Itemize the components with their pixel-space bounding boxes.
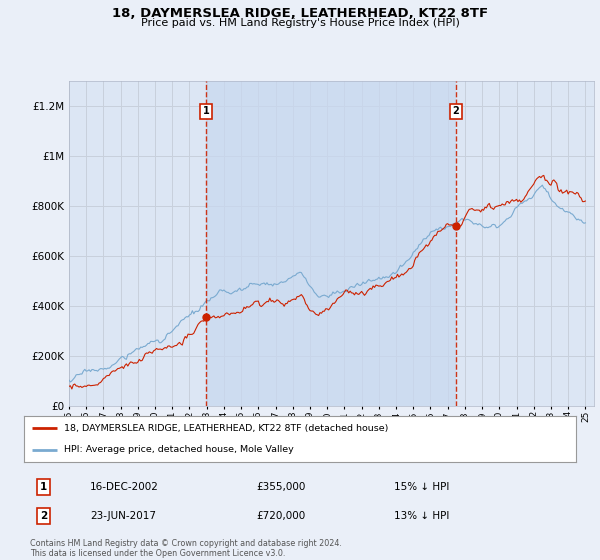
Text: 2: 2 (40, 511, 47, 521)
Bar (206, 81, 456, 406)
Text: Contains HM Land Registry data © Crown copyright and database right 2024.
This d: Contains HM Land Registry data © Crown c… (30, 539, 342, 558)
Text: 2: 2 (452, 106, 460, 116)
Text: 1: 1 (40, 482, 47, 492)
Text: £720,000: £720,000 (256, 511, 305, 521)
Text: 23-JUN-2017: 23-JUN-2017 (90, 511, 156, 521)
Text: 16-DEC-2002: 16-DEC-2002 (90, 482, 159, 492)
Text: 13% ↓ HPI: 13% ↓ HPI (394, 511, 449, 521)
Text: 18, DAYMERSLEA RIDGE, LEATHERHEAD, KT22 8TF: 18, DAYMERSLEA RIDGE, LEATHERHEAD, KT22 … (112, 7, 488, 20)
Text: 18, DAYMERSLEA RIDGE, LEATHERHEAD, KT22 8TF (detached house): 18, DAYMERSLEA RIDGE, LEATHERHEAD, KT22 … (64, 424, 388, 433)
Text: Price paid vs. HM Land Registry's House Price Index (HPI): Price paid vs. HM Land Registry's House … (140, 18, 460, 29)
Text: 15% ↓ HPI: 15% ↓ HPI (394, 482, 449, 492)
Text: HPI: Average price, detached house, Mole Valley: HPI: Average price, detached house, Mole… (64, 445, 293, 454)
Text: £355,000: £355,000 (256, 482, 305, 492)
Text: 1: 1 (203, 106, 209, 116)
